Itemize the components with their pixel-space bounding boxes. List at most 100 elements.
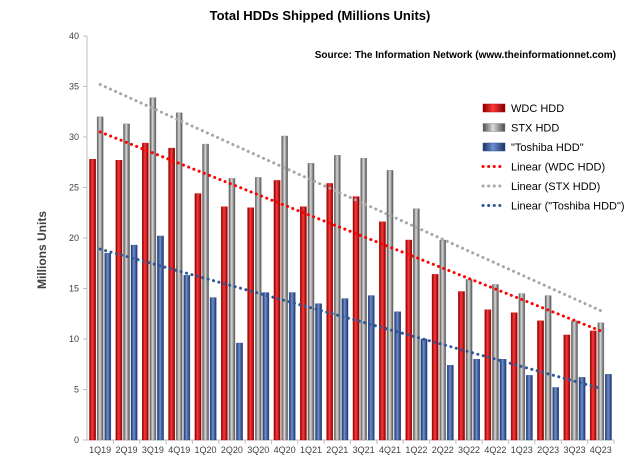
legend-label-trend-stx: Linear (STX HDD): [511, 181, 600, 193]
bar-toshiba-3Q23: [578, 377, 586, 441]
bar-wdc-1Q19: [89, 159, 96, 441]
x-tick-label: 3Q21: [353, 445, 375, 455]
bar-stx-3Q20: [254, 177, 262, 441]
bar-stx-1Q21: [307, 163, 315, 441]
bar-wdc-1Q21: [300, 206, 307, 441]
legend-label-toshiba: "Toshiba HDD": [511, 142, 584, 154]
bar-toshiba-1Q19: [104, 252, 112, 441]
x-axis: 1Q19 2Q19 3Q19 4Q19 1Q20 2Q20 3Q20 4Q20 1Q21 2Q21…: [87, 439, 615, 455]
y-tick-label: 5: [74, 385, 79, 395]
bar-toshiba-2Q20: [236, 342, 243, 441]
bar-toshiba-1Q20: [209, 297, 217, 441]
legend-swatch-stx: [482, 123, 506, 132]
bar-toshiba-2Q23: [552, 387, 560, 441]
y-tick-label: 10: [69, 334, 79, 344]
bar-stx-2Q22: [439, 239, 447, 441]
bar-toshiba-4Q21: [394, 311, 401, 441]
x-tick-label: 1Q19: [89, 445, 111, 455]
bar-wdc-3Q21: [352, 196, 360, 441]
y-axis: 0 5 10 15 20 25 30 35 40: [69, 31, 88, 445]
bar-wdc-3Q23: [563, 334, 571, 441]
bar-wdc-2Q20: [221, 206, 228, 441]
bar-toshiba-1Q22: [420, 338, 428, 441]
bar-toshiba-3Q22: [473, 359, 480, 441]
x-tick-label: 2Q20: [221, 445, 243, 455]
x-tick-label: 4Q22: [484, 445, 506, 455]
bar-toshiba-2Q22: [447, 365, 454, 441]
bar-stx-3Q19: [149, 97, 157, 441]
x-tick-label: 3Q22: [458, 445, 480, 455]
bars-group: [89, 97, 612, 441]
bar-toshiba-3Q19: [157, 235, 164, 441]
bar-toshiba-4Q23: [605, 374, 612, 441]
bar-wdc-4Q21: [379, 221, 386, 441]
chart-title: Total HDDs Shipped (Millions Units): [210, 8, 431, 23]
bar-stx-1Q22: [413, 208, 420, 441]
x-tick-label: 1Q20: [195, 445, 217, 455]
y-tick-label: 30: [69, 132, 79, 142]
x-tick-label: 4Q23: [590, 445, 612, 455]
bar-stx-1Q19: [96, 116, 104, 441]
y-tick-label: 0: [74, 435, 79, 445]
legend-label-wdc: WDC HDD: [511, 103, 564, 115]
bar-wdc-3Q20: [247, 207, 254, 441]
x-tick-label: 1Q23: [511, 445, 533, 455]
bar-toshiba-3Q21: [367, 295, 375, 441]
legend-label-stx: STX HDD: [511, 123, 559, 135]
x-tick-label: 4Q20: [274, 445, 296, 455]
bar-stx-3Q22: [465, 279, 473, 441]
bar-wdc-3Q22: [458, 291, 465, 441]
bar-toshiba-4Q20: [288, 292, 296, 441]
bar-toshiba-1Q21: [315, 303, 322, 441]
x-tick-label: 1Q21: [300, 445, 322, 455]
bar-stx-2Q20: [228, 178, 236, 441]
trendline-stx: [98, 82, 603, 313]
bar-stx-3Q21: [360, 158, 367, 441]
chart-source: Source: The Information Network (www.the…: [315, 50, 616, 61]
bar-stx-2Q23: [544, 295, 552, 441]
bar-wdc-2Q22: [431, 274, 439, 441]
legend: WDC HDD STX HDD "Toshiba HDD" Linear (WDC H…: [481, 103, 625, 213]
bar-stx-2Q19: [123, 123, 130, 441]
x-tick-label: 4Q19: [168, 445, 190, 455]
legend-label-trend-toshiba: Linear ("Toshiba HDD"): [511, 201, 625, 213]
trendline-wdc: [98, 130, 603, 333]
x-tick-label: 1Q22: [405, 445, 427, 455]
bar-toshiba-4Q22: [499, 359, 507, 441]
x-tick-label: 2Q19: [116, 445, 138, 455]
trendlines-group: [98, 82, 603, 390]
bar-stx-4Q20: [281, 135, 288, 441]
y-axis-label: Millions Units: [35, 211, 49, 289]
x-tick-label: 3Q19: [142, 445, 164, 455]
y-tick-label: 25: [69, 183, 79, 193]
x-tick-label: 2Q22: [432, 445, 454, 455]
bar-toshiba-3Q20: [262, 292, 270, 441]
bar-stx-4Q22: [492, 284, 499, 441]
bar-wdc-4Q22: [484, 309, 492, 441]
bar-stx-1Q20: [202, 143, 209, 441]
y-tick-label: 20: [69, 233, 79, 243]
legend-label-trend-wdc: Linear (WDC HDD): [511, 162, 605, 174]
x-tick-label: 4Q21: [379, 445, 401, 455]
x-tick-label: 2Q21: [326, 445, 348, 455]
bar-wdc-2Q19: [115, 160, 123, 441]
bar-toshiba-2Q21: [341, 298, 349, 441]
legend-swatch-wdc: [482, 103, 506, 113]
bar-wdc-4Q19: [168, 147, 175, 441]
bar-wdc-3Q19: [141, 142, 149, 441]
legend-swatch-toshiba: [482, 142, 506, 152]
bar-wdc-1Q20: [194, 193, 202, 441]
y-tick-label: 35: [69, 82, 79, 92]
trendline-toshiba: [98, 247, 603, 390]
x-tick-label: 3Q20: [247, 445, 269, 455]
y-tick-label: 40: [69, 31, 79, 41]
bar-stx-4Q21: [386, 170, 394, 441]
bar-stx-4Q19: [175, 112, 183, 441]
x-tick-label: 3Q23: [563, 445, 585, 455]
x-tick-label: 2Q23: [537, 445, 559, 455]
bar-wdc-4Q20: [273, 180, 281, 441]
bar-wdc-2Q23: [537, 320, 544, 441]
bar-stx-2Q21: [334, 154, 341, 441]
bar-toshiba-4Q19: [183, 275, 191, 441]
